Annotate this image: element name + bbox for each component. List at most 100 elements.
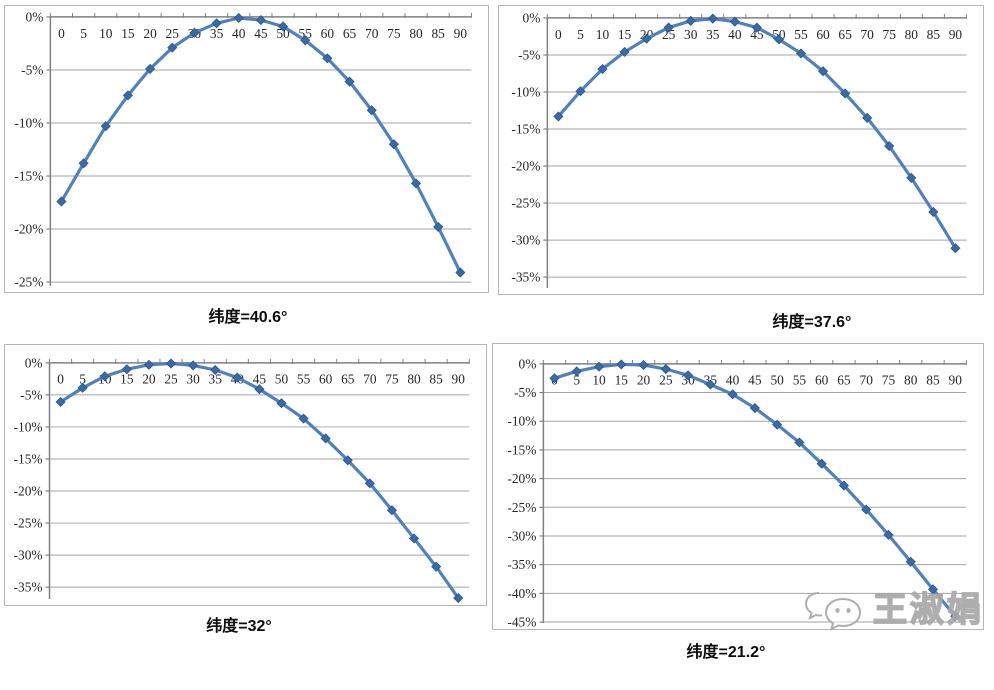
svg-text:-20%: -20% bbox=[511, 159, 540, 174]
svg-text:10: 10 bbox=[592, 373, 606, 388]
svg-text:55: 55 bbox=[794, 27, 808, 42]
svg-text:75: 75 bbox=[385, 372, 399, 387]
svg-text:85: 85 bbox=[431, 26, 445, 41]
svg-text:-40%: -40% bbox=[507, 586, 536, 601]
svg-text:40: 40 bbox=[726, 373, 740, 388]
svg-text:0: 0 bbox=[57, 372, 64, 387]
svg-text:35: 35 bbox=[210, 26, 224, 41]
svg-text:70: 70 bbox=[365, 26, 379, 41]
svg-text:0%: 0% bbox=[26, 9, 44, 24]
svg-text:35: 35 bbox=[706, 27, 720, 42]
line-chart-lat-37-6: 0%-5%-10%-15%-20%-25%-30%-35%05101520253… bbox=[498, 5, 984, 295]
svg-text:90: 90 bbox=[949, 27, 963, 42]
svg-text:-10%: -10% bbox=[511, 84, 540, 99]
svg-text:10: 10 bbox=[99, 26, 113, 41]
svg-text:-5%: -5% bbox=[21, 62, 43, 77]
svg-text:-25%: -25% bbox=[14, 275, 43, 290]
svg-text:25: 25 bbox=[659, 373, 673, 388]
chart-title: 纬度=21.2° bbox=[686, 644, 766, 661]
chart-title: 纬度=37.6° bbox=[772, 314, 852, 331]
chart-title: 纬度=32° bbox=[206, 618, 272, 635]
svg-text:70: 70 bbox=[860, 27, 874, 42]
svg-text:45: 45 bbox=[254, 26, 268, 41]
svg-text:65: 65 bbox=[838, 27, 852, 42]
svg-text:15: 15 bbox=[618, 27, 632, 42]
svg-text:-30%: -30% bbox=[14, 548, 43, 563]
svg-text:15: 15 bbox=[615, 373, 629, 388]
svg-text:-35%: -35% bbox=[507, 557, 536, 572]
svg-text:80: 80 bbox=[904, 373, 918, 388]
svg-text:90: 90 bbox=[452, 372, 466, 387]
svg-text:55: 55 bbox=[297, 372, 311, 387]
svg-text:-30%: -30% bbox=[507, 528, 536, 543]
svg-text:-5%: -5% bbox=[518, 47, 540, 62]
svg-text:40: 40 bbox=[728, 27, 742, 42]
svg-text:90: 90 bbox=[454, 26, 468, 41]
chart-panel-lat-37-6: 0%-5%-10%-15%-20%-25%-30%-35%05101520253… bbox=[498, 5, 984, 355]
svg-text:75: 75 bbox=[882, 373, 896, 388]
svg-text:25: 25 bbox=[166, 26, 180, 41]
svg-text:15: 15 bbox=[121, 26, 135, 41]
svg-text:-10%: -10% bbox=[14, 115, 43, 130]
svg-text:80: 80 bbox=[905, 27, 919, 42]
svg-text:30: 30 bbox=[186, 372, 200, 387]
svg-text:55: 55 bbox=[793, 373, 807, 388]
svg-text:45: 45 bbox=[253, 372, 267, 387]
svg-text:-30%: -30% bbox=[511, 233, 540, 248]
svg-text:25: 25 bbox=[164, 372, 178, 387]
svg-text:80: 80 bbox=[409, 26, 423, 41]
svg-text:0: 0 bbox=[555, 27, 562, 42]
svg-text:50: 50 bbox=[275, 372, 289, 387]
svg-text:90: 90 bbox=[949, 373, 963, 388]
svg-text:-15%: -15% bbox=[14, 451, 43, 466]
svg-text:5: 5 bbox=[79, 372, 86, 387]
chart-panel-lat-21-2: 0%-5%-10%-15%-20%-25%-30%-35%-40%-45%051… bbox=[492, 343, 984, 690]
svg-text:-25%: -25% bbox=[511, 196, 540, 211]
svg-text:35: 35 bbox=[209, 372, 223, 387]
svg-text:65: 65 bbox=[343, 26, 357, 41]
svg-text:65: 65 bbox=[341, 372, 355, 387]
svg-text:0%: 0% bbox=[25, 355, 43, 370]
svg-text:-15%: -15% bbox=[14, 168, 43, 183]
svg-text:50: 50 bbox=[770, 373, 784, 388]
svg-text:85: 85 bbox=[926, 373, 940, 388]
svg-text:30: 30 bbox=[684, 27, 698, 42]
svg-text:0: 0 bbox=[58, 26, 65, 41]
svg-text:80: 80 bbox=[407, 372, 421, 387]
svg-text:-15%: -15% bbox=[507, 442, 536, 457]
svg-text:60: 60 bbox=[319, 372, 333, 387]
svg-text:-45%: -45% bbox=[507, 615, 536, 630]
svg-text:65: 65 bbox=[837, 373, 851, 388]
svg-text:15: 15 bbox=[120, 372, 134, 387]
svg-text:20: 20 bbox=[142, 372, 156, 387]
svg-text:0%: 0% bbox=[523, 10, 541, 25]
svg-text:-35%: -35% bbox=[14, 580, 43, 595]
chart-panel-lat-40-6: 0%-5%-10%-15%-20%-25%0510152025303540455… bbox=[4, 5, 489, 353]
svg-text:5: 5 bbox=[80, 26, 87, 41]
svg-text:60: 60 bbox=[321, 26, 335, 41]
svg-text:-20%: -20% bbox=[14, 222, 43, 237]
svg-text:-15%: -15% bbox=[511, 121, 540, 136]
svg-text:0%: 0% bbox=[519, 356, 537, 371]
svg-text:10: 10 bbox=[596, 27, 610, 42]
svg-text:45: 45 bbox=[748, 373, 762, 388]
svg-text:-25%: -25% bbox=[507, 500, 536, 515]
svg-text:85: 85 bbox=[429, 372, 443, 387]
svg-text:70: 70 bbox=[860, 373, 874, 388]
line-chart-lat-32: 0%-5%-10%-15%-20%-25%-30%-35%05101520253… bbox=[4, 344, 487, 606]
svg-text:70: 70 bbox=[363, 372, 377, 387]
svg-text:5: 5 bbox=[573, 373, 580, 388]
svg-text:75: 75 bbox=[883, 27, 897, 42]
svg-text:-10%: -10% bbox=[507, 414, 536, 429]
svg-text:5: 5 bbox=[577, 27, 584, 42]
svg-text:-10%: -10% bbox=[14, 419, 43, 434]
svg-text:40: 40 bbox=[232, 26, 246, 41]
svg-text:85: 85 bbox=[927, 27, 941, 42]
svg-text:-20%: -20% bbox=[507, 471, 536, 486]
svg-text:75: 75 bbox=[387, 26, 401, 41]
svg-text:-25%: -25% bbox=[14, 516, 43, 531]
svg-text:-5%: -5% bbox=[20, 387, 42, 402]
chart-panel-lat-32: 0%-5%-10%-15%-20%-25%-30%-35%05101520253… bbox=[4, 344, 487, 666]
svg-text:20: 20 bbox=[143, 26, 157, 41]
line-chart-lat-40-6: 0%-5%-10%-15%-20%-25%0510152025303540455… bbox=[4, 5, 489, 293]
